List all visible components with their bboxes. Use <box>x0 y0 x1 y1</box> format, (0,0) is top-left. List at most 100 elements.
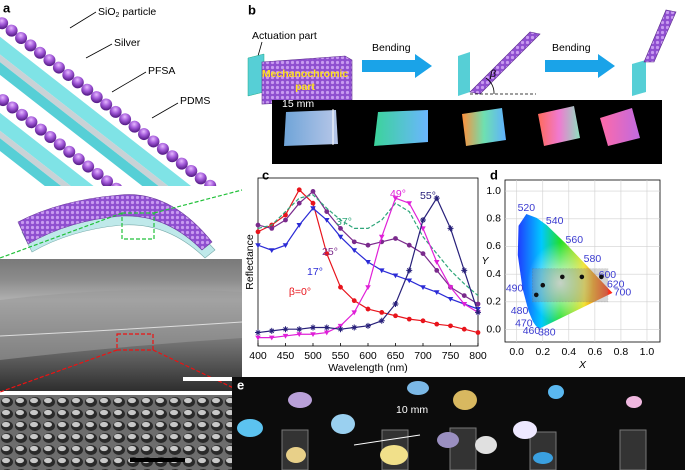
sphere <box>185 165 198 178</box>
point <box>296 200 302 206</box>
point <box>338 226 343 231</box>
photo-petals: 10 mm <box>232 377 685 470</box>
sphere <box>109 105 122 118</box>
sphere <box>240 207 257 224</box>
point <box>378 317 385 324</box>
point <box>461 302 468 307</box>
point <box>310 189 316 194</box>
point <box>268 248 275 254</box>
point <box>296 332 303 338</box>
point <box>420 217 426 223</box>
point <box>338 284 343 290</box>
point <box>323 324 330 331</box>
point <box>282 326 289 333</box>
sphere <box>53 138 66 151</box>
locus-label: 580 <box>584 253 602 265</box>
label-beta: β <box>489 68 496 80</box>
sphere <box>91 167 104 180</box>
point <box>255 222 261 228</box>
label-pdms: PDMS <box>180 95 210 107</box>
sphere <box>166 150 179 163</box>
point <box>579 274 585 280</box>
label-15mm: 15 mm <box>282 98 314 110</box>
sphere <box>0 17 9 30</box>
sphere <box>25 116 38 129</box>
sphere <box>72 153 85 166</box>
x-tick-label: 400 <box>249 350 267 362</box>
sphere <box>175 157 188 170</box>
sphere <box>268 229 285 246</box>
sphere <box>110 182 123 186</box>
point <box>475 301 481 307</box>
point <box>599 274 604 280</box>
point <box>392 273 399 279</box>
point <box>475 309 481 316</box>
point <box>323 330 330 336</box>
point <box>392 301 399 307</box>
point <box>310 206 316 212</box>
panel-label: b <box>248 2 256 17</box>
sphere <box>128 120 141 133</box>
sphere <box>43 54 56 67</box>
sphere <box>63 145 76 158</box>
point <box>378 234 385 240</box>
point <box>461 326 467 332</box>
point <box>351 239 357 245</box>
point <box>268 327 275 334</box>
sphere <box>6 101 19 114</box>
point <box>420 285 426 290</box>
sphere <box>0 94 10 107</box>
x-tick-label: 600 <box>359 350 377 362</box>
series-line <box>258 197 479 339</box>
sphere <box>82 160 95 173</box>
point <box>420 226 426 232</box>
locus-label: 560 <box>566 234 584 246</box>
y-axis-title: Y <box>481 255 489 267</box>
point <box>323 218 330 223</box>
x-tick-label: 650 <box>387 350 405 362</box>
point <box>433 260 440 265</box>
y-tick-label: 0.0 <box>486 323 501 335</box>
point <box>420 318 426 324</box>
series-label: 37° <box>336 216 352 228</box>
locus-label: 470 <box>515 317 533 329</box>
locus-label: 520 <box>518 202 536 214</box>
y-tick-label: 1.0 <box>486 185 501 197</box>
sphere <box>52 61 65 74</box>
point <box>283 217 288 223</box>
x-tick-label: 500 <box>304 350 322 362</box>
point <box>392 196 399 201</box>
sphere <box>71 76 84 89</box>
panel-label: d <box>490 167 498 182</box>
sphere <box>24 39 37 52</box>
charts: 400 450 500 550 600 650 700 750 800 Wavelength (n… <box>244 177 661 374</box>
y-tick-label: 0.2 <box>486 296 501 308</box>
point <box>447 225 454 232</box>
point <box>351 324 358 331</box>
y-axis-title: Reflectance <box>244 234 256 290</box>
point <box>433 195 440 202</box>
x-tick-label: 0.0 <box>509 346 524 358</box>
point <box>461 267 468 274</box>
sphere <box>15 108 28 121</box>
panel-label: a <box>3 0 11 15</box>
point <box>255 329 261 336</box>
series-label: 17° <box>307 266 323 278</box>
point <box>433 290 440 296</box>
point <box>310 324 316 331</box>
point <box>406 316 412 322</box>
x-tick-label: 0.4 <box>562 346 577 358</box>
point <box>337 234 344 240</box>
series-label: 49° <box>390 188 406 200</box>
locus-label: 620 <box>607 279 625 291</box>
point <box>296 326 303 333</box>
y-tick-label: 0.6 <box>486 240 501 252</box>
series-label: 25° <box>322 246 338 258</box>
sphere <box>101 175 114 186</box>
label-bending: Bending <box>372 42 411 54</box>
point <box>560 274 565 280</box>
label-silver: Silver <box>114 37 141 49</box>
point <box>268 335 275 341</box>
point <box>475 330 481 335</box>
